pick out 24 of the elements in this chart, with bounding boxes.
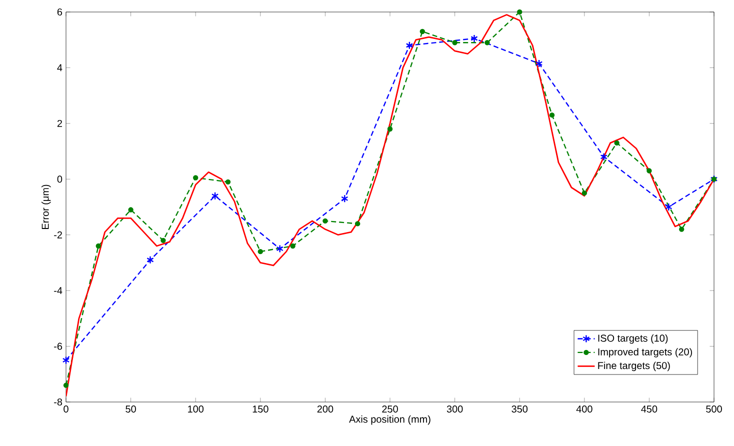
- y-axis-title: Error (μm): [42, 184, 51, 229]
- y-tick-label: -2: [54, 231, 62, 238]
- x-tick-label: 500: [706, 406, 722, 413]
- y-tick-label: 6: [57, 8, 62, 16]
- x-tick-label: 350: [512, 406, 528, 413]
- x-axis-title: Axis position (mm): [349, 415, 430, 425]
- legend-label: Fine targets (50): [598, 362, 670, 372]
- legend-label: ISO targets (10): [598, 334, 668, 344]
- y-tick-label: -6: [54, 342, 62, 350]
- y-tick-label: -4: [54, 287, 62, 294]
- x-tick-label: 0: [64, 406, 68, 413]
- y-tick-label: 2: [57, 120, 62, 127]
- x-tick-label: 400: [576, 406, 592, 413]
- y-tick-label: 0: [57, 176, 62, 183]
- y-tick-label: 4: [57, 64, 62, 72]
- x-tick-label: 150: [252, 406, 268, 413]
- legend-label: Improved targets (20): [598, 348, 692, 358]
- x-tick-label: 50: [126, 406, 136, 413]
- x-tick-label: 200: [317, 406, 334, 413]
- x-tick-label: 450: [641, 406, 658, 413]
- y-tick-label: -8: [54, 398, 62, 406]
- x-tick-label: 300: [446, 406, 463, 413]
- x-tick-label: 100: [188, 406, 204, 413]
- x-tick-label: 250: [382, 406, 398, 413]
